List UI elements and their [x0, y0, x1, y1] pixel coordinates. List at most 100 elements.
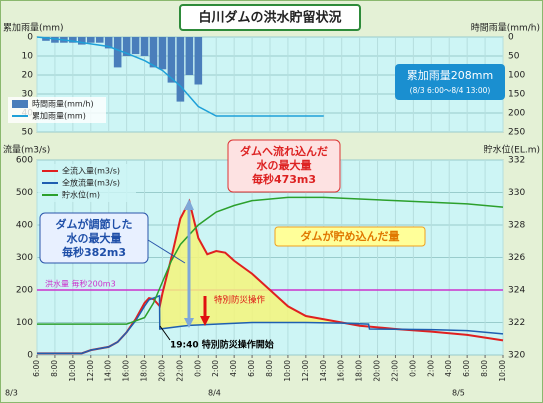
bar: [122, 37, 131, 56]
x-tick-label: 20:00: [157, 360, 166, 382]
y-tick-label: 30: [22, 90, 34, 100]
x-tick-label: 12:00: [301, 360, 310, 382]
legend-label: 累加雨量(mm): [32, 111, 86, 121]
series-line: [37, 196, 504, 325]
x-tick-label: 8:00: [265, 360, 274, 377]
callout: [147, 239, 186, 264]
bar: [86, 37, 95, 43]
y-tick-label: 200: [16, 286, 33, 296]
bar: [194, 37, 203, 85]
annotation: ダムが貯め込んだ量: [301, 229, 400, 243]
annotation: 特別防災操作: [214, 295, 266, 306]
bar: [77, 37, 86, 45]
bar: [149, 37, 158, 68]
y2-tick-label: 50: [508, 52, 520, 62]
x-tick-label: 10:00: [498, 360, 507, 382]
x-tick-label: 22:00: [175, 360, 184, 382]
flood-label: 洪水量 毎秒200m3: [45, 279, 116, 289]
bar: [185, 37, 194, 75]
x-tick-label: 2:00: [426, 360, 435, 377]
y2-axis-label: 時間雨量(mm/h): [471, 23, 540, 34]
total-rain-box: [395, 64, 505, 100]
y-tick-label: 10: [22, 52, 34, 62]
x-tick-label: 4:00: [229, 360, 238, 377]
bar: [95, 37, 104, 43]
y-tick-label: 300: [16, 253, 33, 263]
y-tick-label: 0: [27, 351, 33, 361]
x-tick-label: 16:00: [122, 360, 131, 382]
y2-tick-label: 250: [508, 128, 525, 138]
annotation: 毎秒382m3: [62, 245, 126, 259]
x-tick-label: 8:00: [50, 360, 59, 377]
legend-label: 全放流量(m3/s): [62, 178, 120, 188]
y2-tick-label: 150: [508, 90, 525, 100]
x-tick-label: 0:00: [193, 360, 202, 377]
x-tick-label: 22:00: [390, 360, 399, 382]
y-tick-label: 0: [27, 33, 33, 43]
arrow-head: [200, 316, 210, 326]
x-tick-label: 12:00: [86, 360, 95, 382]
x-tick-label: 6:00: [32, 360, 41, 377]
bar: [140, 37, 149, 56]
annotation: (8/3 6:00～8/4 13:00): [410, 86, 491, 95]
x-tick-label: 6:00: [247, 360, 256, 377]
legend-label: 時間雨量(mm/h): [32, 100, 94, 109]
annotation: 水の最大量: [257, 158, 312, 172]
x-tick-label: 2:00: [211, 360, 220, 377]
y-tick-label: 600: [16, 156, 33, 166]
annotation: 毎秒473m3: [252, 172, 316, 186]
bar: [113, 37, 122, 68]
bar: [42, 37, 50, 41]
y-tick-label: 100: [16, 318, 33, 328]
y-tick-label: 400: [16, 221, 33, 231]
x-tick-label: 8:00: [480, 360, 489, 377]
series-line: [37, 294, 504, 355]
y-tick-label: 500: [16, 188, 33, 198]
annotation: ダムが調節した: [56, 217, 133, 231]
regulated-box: [39, 212, 149, 264]
y2-axis-label: 貯水位(EL.m): [484, 144, 540, 156]
bar: [167, 37, 176, 83]
y2-tick-label: 322: [508, 318, 525, 328]
bar: [69, 37, 77, 43]
bar: [158, 37, 167, 70]
x-tick-label: 6:00: [462, 360, 471, 377]
y-tick-label: 50: [22, 128, 34, 138]
chart-title: 白川ダムの洪水貯留状況: [198, 10, 341, 26]
date-label: 8/4: [208, 389, 221, 398]
x-tick-label: 16:00: [337, 360, 346, 382]
x-tick-label: 14:00: [104, 360, 113, 382]
date-label: 8/3: [5, 389, 18, 398]
y-axis-label: 累加雨量(mm): [3, 23, 64, 34]
x-tick-label: 0:00: [408, 360, 417, 377]
bar: [176, 37, 185, 102]
y2-tick-label: 200: [508, 109, 525, 119]
annotation: 水の最大量: [67, 231, 122, 245]
x-tick-label: 18:00: [355, 360, 364, 382]
y2-tick-label: 324: [508, 286, 525, 296]
y-tick-label: 20: [22, 71, 34, 81]
date-label: 8/5: [452, 389, 465, 398]
bar: [104, 37, 113, 49]
arrow-head: [184, 199, 194, 210]
annotations: 累加雨量208mm (8/3 6:00～8/4 13:00) ダムへ流れ込んだ …: [39, 64, 505, 351]
y2-tick-label: 0: [508, 33, 514, 43]
bar: [51, 37, 59, 43]
y2-tick-label: 100: [508, 71, 525, 81]
x-tick-label: 10:00: [283, 360, 292, 382]
y2-tick-label: 328: [508, 221, 525, 231]
annotation: ダムへ流れ込んだ: [240, 144, 328, 158]
bar: [131, 37, 140, 55]
arrow-head: [184, 318, 194, 328]
y2-tick-label: 330: [508, 188, 525, 198]
y-axis-label: 流量(m3/s): [3, 144, 50, 156]
x-tick-label: 10:00: [68, 360, 77, 382]
y2-tick-label: 326: [508, 253, 525, 263]
legend-swatch: [12, 100, 28, 108]
legend-label: 全流入量(m3/s): [62, 166, 120, 176]
y2-tick-label: 320: [508, 351, 525, 361]
annotation: 累加雨量208mm: [407, 69, 493, 82]
legend-label: 貯水位(m): [62, 190, 100, 200]
title-box: [179, 4, 361, 31]
